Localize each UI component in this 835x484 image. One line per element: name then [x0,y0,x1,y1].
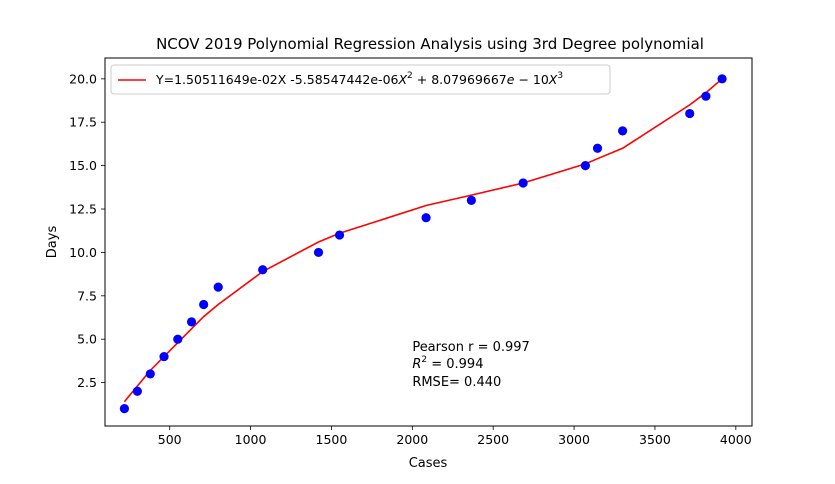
x-axis-label: Cases [409,456,448,471]
legend-term3-coef: + 8.07969667 [413,72,507,87]
r-squared-value: = 0.994 [427,357,483,372]
x-tick-label: 2500 [477,432,509,447]
data-point [580,161,590,171]
x-tick-label: 4000 [720,432,752,447]
legend-prefix: Y=1.50511649e-02X -5.58547442e-06 [155,72,399,87]
data-point [132,386,142,396]
data-point [213,282,223,292]
data-point [717,74,727,84]
legend: Y=1.50511649e-02X -5.58547442e-06X2 + 8.… [110,64,611,95]
legend-term2-var: X [397,72,407,87]
y-tick-label: 5.0 [77,332,97,347]
legend-term3-var: X [548,72,558,87]
data-point [685,108,695,119]
legend-term2-exp: 2 [407,71,413,81]
y-axis-label: Days [45,226,60,259]
data-point [592,143,603,153]
plot-area-frame [104,57,753,427]
data-point [334,230,345,240]
data-point [421,213,431,223]
data-point [159,351,169,362]
y-tick-label: 2.5 [77,375,97,390]
y-tick-label: 10.0 [69,245,97,260]
data-point [701,91,711,101]
legend-term3-exp: 3 [557,71,563,81]
x-tick-label: 3500 [639,432,671,447]
x-axis-ticks: 500 1000 1500 2000 2500 3000 3500 4000 [158,426,752,447]
plot-marks [119,74,727,414]
y-tick-label: 20.0 [69,71,97,86]
data-point [466,195,476,205]
y-tick-label: 15.0 [69,158,97,173]
legend-term3-e: e [507,72,515,87]
stats-annotation: Pearson r = 0.997 R2 = 0.994 RMSE= 0.440 [412,340,530,390]
pearson-text: Pearson r = 0.997 [412,340,530,355]
data-point [199,299,209,310]
data-point [313,247,324,258]
x-tick-label: 1500 [316,432,348,447]
x-tick-label: 1000 [235,432,267,447]
legend-label: Y=1.50511649e-02X -5.58547442e-06X2 + 8.… [155,71,563,87]
rmse-text: RMSE= 0.440 [412,375,501,390]
x-tick-label: 500 [158,432,182,447]
x-tick-label: 2000 [396,432,428,447]
chart-title: NCOV 2019 Polynomial Regression Analysis… [156,35,704,53]
data-point [145,369,155,379]
legend-term3-mid: − 10 [514,72,548,87]
y-axis-ticks: 2.5 5.0 7.5 10.0 12.5 15.0 17.5 20.0 [69,71,105,390]
legend-box [110,64,611,95]
data-point [119,404,130,414]
y-tick-label: 17.5 [69,115,97,130]
x-tick-label: 3000 [558,432,590,447]
data-point [618,126,628,136]
r-squared-text: R2 = 0.994 [412,355,483,372]
r-squared-var: R [412,357,421,372]
data-point [258,265,268,275]
data-point [518,178,528,188]
y-tick-label: 7.5 [77,288,97,303]
data-point [186,317,197,327]
r-squared-exp: 2 [421,355,427,365]
data-point [173,334,183,344]
y-tick-label: 12.5 [69,202,97,217]
